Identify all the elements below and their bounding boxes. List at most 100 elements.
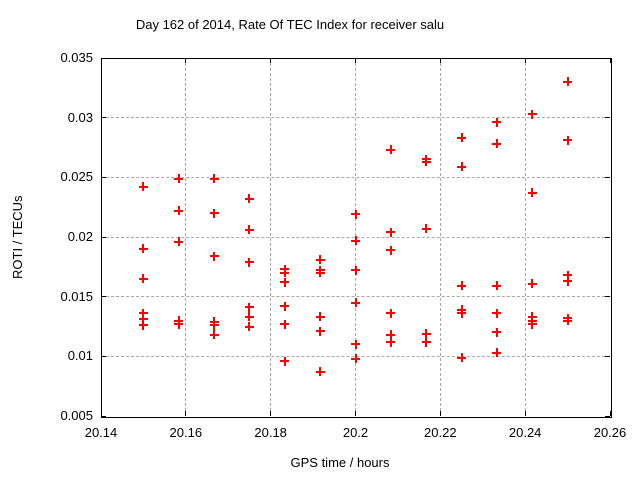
data-point [457, 162, 467, 172]
y-tickmark [101, 117, 106, 119]
data-point [280, 319, 290, 329]
data-point [244, 302, 254, 312]
data-point [280, 356, 290, 366]
data-point [457, 133, 467, 143]
data-point [138, 314, 148, 324]
x-tick-label: 20.16 [169, 425, 203, 440]
data-point [492, 348, 502, 358]
data-point [492, 117, 502, 127]
data-point [421, 224, 431, 234]
data-point [386, 330, 396, 340]
data-point [563, 276, 573, 286]
data-point [492, 327, 502, 337]
data-point [315, 312, 325, 322]
data-point [315, 255, 325, 265]
data-point [492, 308, 502, 318]
x-tickmark [100, 58, 102, 63]
data-point [527, 188, 537, 198]
x-tickmark [100, 411, 102, 416]
data-point [209, 320, 219, 330]
x-tickmark [185, 58, 187, 63]
data-point [174, 237, 184, 247]
y-tick-label: 0.035 [60, 50, 93, 65]
x-tickmark [439, 411, 441, 416]
x-tickmark [609, 411, 611, 416]
y-tickmark [605, 415, 610, 417]
x-tick-label: 20.2 [342, 425, 369, 440]
data-point [351, 354, 360, 364]
y-tickmark [605, 117, 610, 119]
x-tick-label: 20.22 [424, 425, 457, 440]
data-point [563, 77, 573, 87]
x-tickmark [355, 58, 356, 63]
data-point [563, 316, 573, 326]
data-point [421, 337, 431, 347]
x-tickmark [270, 411, 272, 416]
x-tickmark [185, 411, 187, 416]
data-point [174, 206, 184, 216]
y-tickmark [605, 236, 610, 238]
y-gridline [101, 296, 610, 298]
x-tickmark [270, 58, 272, 63]
y-gridline [101, 117, 610, 119]
data-point [527, 109, 537, 119]
y-tick-label: 0.005 [60, 408, 93, 423]
data-point [351, 339, 360, 349]
y-tickmark [101, 355, 106, 357]
y-tickmark [605, 57, 610, 59]
data-point [457, 308, 467, 318]
data-point [280, 301, 290, 311]
x-tickmark [524, 58, 526, 63]
y-tick-label: 0.025 [60, 169, 93, 185]
data-point [244, 194, 254, 204]
data-point [138, 182, 148, 192]
data-point [315, 367, 325, 377]
y-tickmark [101, 176, 106, 178]
x-tickmark [609, 58, 611, 63]
chart-title: Day 162 of 2014, Rate Of TEC Index for r… [135, 17, 445, 32]
data-point [351, 298, 360, 308]
y-tickmark [101, 296, 106, 298]
y-tickmark [101, 57, 106, 59]
data-point [351, 209, 360, 219]
data-point [563, 135, 573, 145]
data-point [244, 257, 254, 267]
data-point [457, 281, 467, 291]
y-tickmark [605, 176, 610, 178]
data-point [421, 157, 431, 167]
x-tickmark [355, 411, 356, 416]
plot-border [101, 58, 612, 418]
data-point [351, 236, 360, 246]
data-point [386, 337, 396, 347]
data-point [138, 320, 148, 330]
data-point [386, 145, 396, 155]
data-point [138, 274, 148, 284]
data-point [421, 329, 431, 339]
data-point [209, 208, 219, 218]
data-point [492, 139, 502, 149]
data-point [138, 244, 148, 254]
x-tick-label: 20.26 [593, 425, 627, 440]
data-point [174, 319, 184, 329]
plot-area [100, 57, 611, 417]
data-point [209, 174, 219, 184]
data-point [492, 281, 502, 291]
x-tickmark [439, 58, 441, 63]
data-point [209, 330, 219, 340]
data-point [351, 265, 360, 275]
data-point [315, 326, 325, 336]
data-point [386, 245, 396, 255]
data-point [563, 270, 573, 280]
data-point [527, 279, 537, 289]
data-point [280, 268, 290, 278]
data-point [280, 277, 290, 287]
data-point [209, 251, 219, 261]
data-point [386, 308, 396, 318]
x-tick-label: 20.14 [84, 425, 118, 440]
data-point [138, 308, 148, 318]
x-tickmark [524, 411, 526, 416]
data-point [244, 225, 254, 235]
x-tick-label: 20.24 [508, 425, 542, 440]
x-tick-label: 20.18 [254, 425, 287, 440]
